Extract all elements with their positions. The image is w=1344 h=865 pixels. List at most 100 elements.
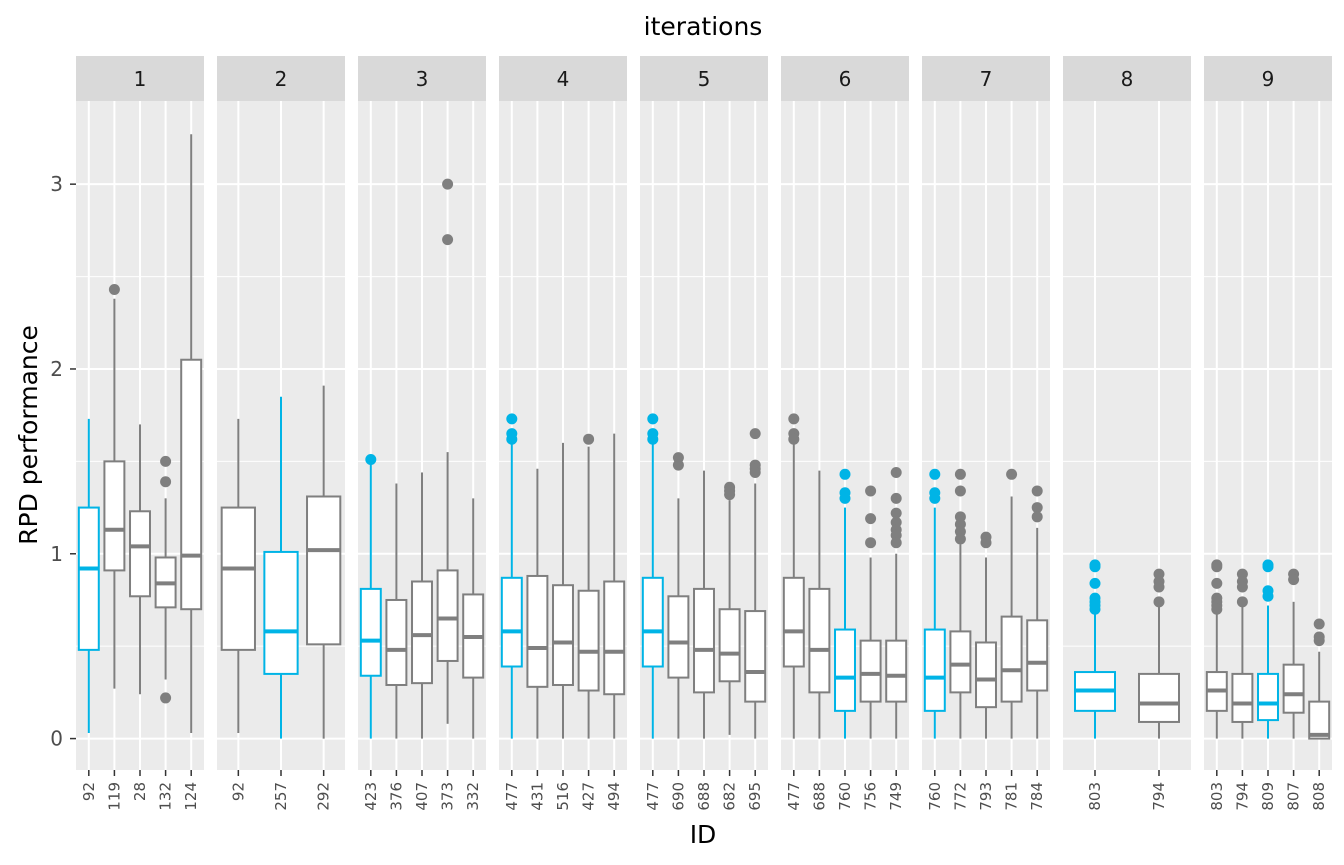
facet-strip <box>499 56 627 101</box>
x-tick-label: 494 <box>605 782 623 811</box>
outlier-point <box>890 466 902 478</box>
box-body <box>1231 672 1254 723</box>
box-body <box>641 576 664 668</box>
outlier-point <box>865 513 877 525</box>
x-tick-label: 332 <box>464 782 482 811</box>
box-body <box>552 584 574 686</box>
box-body <box>923 628 946 712</box>
facet-strip <box>1204 56 1332 101</box>
box-body <box>1138 672 1180 723</box>
outlier-point <box>1211 577 1223 589</box>
box-1-132 <box>154 455 177 704</box>
x-tick-label: 407 <box>413 782 431 811</box>
box-5-695 <box>744 428 767 739</box>
box-body <box>500 576 523 668</box>
box-body <box>782 576 805 668</box>
box-body <box>411 580 433 685</box>
outlier-point <box>672 459 684 471</box>
box-body <box>436 569 459 662</box>
facet-strip-label: 7 <box>980 67 993 91</box>
x-tick-label: 516 <box>554 782 572 811</box>
box-7-772 <box>949 468 972 739</box>
outlier-point <box>160 692 172 704</box>
y-axis-title: RPD performance <box>14 325 43 545</box>
box-body <box>1257 672 1279 722</box>
outlier-point <box>1031 502 1043 514</box>
x-tick-label: 92 <box>229 782 247 801</box>
box-4-427 <box>577 433 600 739</box>
box-body <box>77 506 100 651</box>
outlier-point <box>788 413 800 425</box>
x-axis-title: ID <box>690 820 717 849</box>
box-body <box>975 641 997 709</box>
x-tick-label: 477 <box>785 782 803 811</box>
box-body <box>834 628 856 712</box>
box-body <box>603 580 626 696</box>
facet-strip <box>76 56 204 101</box>
box-body <box>1000 615 1023 703</box>
outlier-point <box>108 284 120 296</box>
outlier-point <box>647 413 659 425</box>
x-tick-label: 749 <box>887 782 905 811</box>
x-tick-label: 794 <box>1233 782 1251 811</box>
outlier-point <box>442 234 454 246</box>
box-1-28 <box>129 424 151 695</box>
outlier-point <box>160 455 172 467</box>
box-6-756 <box>859 485 882 739</box>
x-tick-label: 688 <box>695 782 713 811</box>
box-body <box>103 460 126 572</box>
box-5-682 <box>718 481 741 735</box>
outlier-point <box>647 433 659 445</box>
outlier-point <box>954 533 966 545</box>
outlier-point <box>1313 635 1325 647</box>
y-tick-label: 3 <box>50 172 63 196</box>
box-4-516 <box>552 442 574 739</box>
facet-panel-7: 7 760 772 793 781 784 <box>922 56 1050 811</box>
outlier-point <box>980 537 992 549</box>
box-body <box>1308 700 1331 740</box>
box-2-292 <box>306 385 342 739</box>
outlier-point <box>506 433 518 445</box>
x-tick-label: 431 <box>528 782 546 811</box>
facet-panel-8: 8 803 794 <box>1063 56 1191 811</box>
outlier-point <box>724 489 736 501</box>
x-tick-label: 794 <box>1150 782 1168 811</box>
facet-strip-label: 9 <box>1262 67 1275 91</box>
box-2-92 <box>220 418 256 734</box>
box-body <box>949 630 972 694</box>
x-tick-label: 292 <box>315 782 333 811</box>
box-body <box>718 608 741 683</box>
outlier-point <box>929 492 941 504</box>
x-tick-label: 427 <box>580 782 598 811</box>
outlier-point <box>788 433 800 445</box>
box-9-807 <box>1282 568 1305 739</box>
facet-strip <box>640 56 768 101</box>
facet-strip-label: 4 <box>557 67 570 91</box>
outlier-point <box>890 492 902 504</box>
box-4-477 <box>500 413 523 739</box>
box-1-124 <box>180 134 203 734</box>
box-7-760 <box>923 468 946 739</box>
outlier-point <box>442 178 454 190</box>
box-7-784 <box>1026 485 1049 739</box>
x-tick-label: 809 <box>1259 782 1277 811</box>
facet-strip <box>358 56 486 101</box>
box-body <box>180 358 203 611</box>
box-body <box>359 587 382 677</box>
outlier-point <box>954 485 966 497</box>
x-tick-label: 803 <box>1208 782 1226 811</box>
x-tick-label: 688 <box>810 782 828 811</box>
box-6-760 <box>834 468 856 739</box>
facet-strip-label: 8 <box>1121 67 1134 91</box>
outlier-point <box>1236 581 1248 593</box>
x-tick-label: 756 <box>862 782 880 811</box>
chart-title: iterations <box>644 12 763 41</box>
outlier-point <box>1236 596 1248 608</box>
y-tick-label: 2 <box>50 357 63 381</box>
outlier-point <box>1153 581 1165 593</box>
box-3-407 <box>411 472 433 739</box>
y-axis: 0 1 2 3 <box>50 172 76 751</box>
facet-panel-4: 4 477 431 516 427 494 <box>499 56 627 811</box>
x-tick-label: 28 <box>131 782 149 801</box>
